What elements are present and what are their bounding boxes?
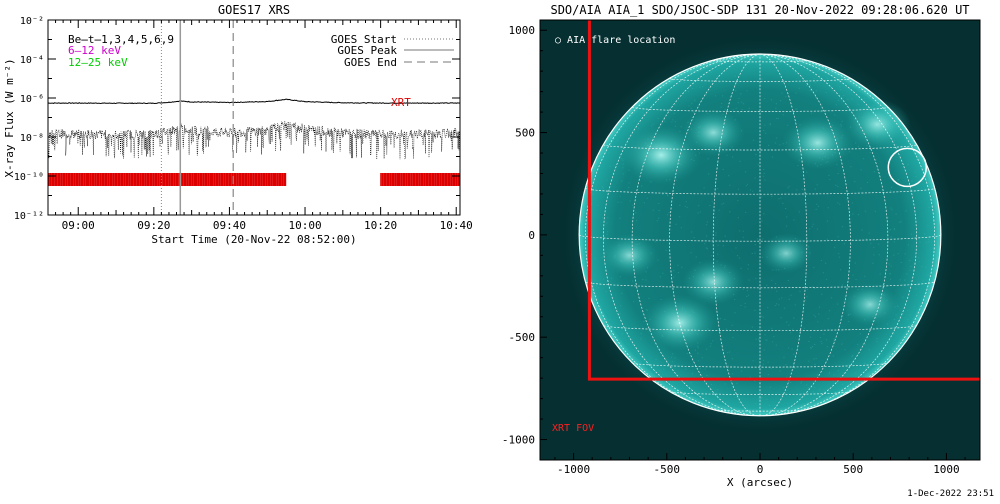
- xrt-coverage-1: [380, 173, 460, 186]
- aia-y-tick-label-1: -500: [509, 331, 536, 344]
- lc-x-tick-label-0: 09:00: [62, 219, 95, 232]
- heliographic-grid: [578, 53, 942, 417]
- lc-y-tick-label-5: 10⁻²: [20, 16, 44, 27]
- lc-x-tick-label-4: 10:20: [364, 219, 397, 232]
- lightcurve-title: GOES17 XRS: [218, 3, 290, 17]
- lightcurve-x-label: Start Time (20-Nov-22 08:52:00): [151, 233, 356, 246]
- xrt-fov-label: XRT FOV: [552, 423, 594, 434]
- aia-x-tick-label-4: 1000: [933, 463, 960, 476]
- flare-location-circle: [887, 147, 928, 188]
- aia-x-tick-label-0: -1000: [557, 463, 590, 476]
- active-region-5: [682, 258, 745, 306]
- aia-image-area: [540, 20, 980, 460]
- lightcurve-data-area: [48, 20, 460, 215]
- lc-y-tick-label-4: 10⁻⁴: [20, 55, 44, 66]
- goes-short-channel-line: [48, 120, 460, 160]
- aia-x-tick-label-2: 0: [757, 463, 764, 476]
- xrt-coverage-0: [48, 173, 287, 186]
- legend-12-25kev: 12–25 keV: [68, 56, 128, 69]
- lc-y-tick-label-3: 10⁻⁶: [20, 94, 44, 105]
- goes-marker-legend: GOES Start GOES Peak GOES End: [331, 33, 454, 69]
- lc-y-tick-label-1: 10⁻¹⁰: [14, 172, 44, 183]
- lc-x-tick-label-5: 10:40: [440, 219, 473, 232]
- xrt-fov-box: [587, 20, 980, 381]
- aia-title: SDO/AIA AIA_1 SDO/JSOC-SDP 131 20-Nov-20…: [550, 3, 969, 17]
- aia-frame: [539, 19, 981, 461]
- aia-y-tick-label-0: -1000: [502, 434, 535, 447]
- aia-y-tick-label-2: 0: [528, 229, 535, 242]
- goes-long-channel-line: [48, 98, 460, 105]
- lc-y-tick-label-0: 10⁻¹²: [14, 211, 44, 222]
- lc-x-tick-label-1: 09:20: [137, 219, 170, 232]
- xrt-label: XRT: [391, 96, 411, 109]
- aia-x-label: X (arcsec): [727, 476, 793, 489]
- aia-x-tick-label-3: 500: [843, 463, 863, 476]
- aia-flare-location-legend: ○ AIA flare location: [555, 35, 675, 46]
- legend-channels: Be̶t̶1,3,4,5,6,9: [68, 33, 174, 46]
- footer-timestamp: 1-Dec-2022 23:51: [907, 489, 994, 499]
- lc-x-tick-label-2: 09:40: [213, 219, 246, 232]
- active-region-8: [759, 233, 813, 274]
- active-region-2: [682, 109, 745, 156]
- legend-goes-peak: GOES Peak: [337, 44, 397, 57]
- lc-y-tick-label-2: 10⁻⁸: [20, 133, 44, 144]
- active-region-7: [841, 282, 899, 327]
- aia-y-tick-label-3: 500: [515, 127, 535, 140]
- active-region-0: [621, 125, 702, 186]
- active-region-1: [782, 116, 854, 170]
- legend-6-12kev: 6–12 keV: [68, 44, 121, 57]
- lightcurve-axes: 09:00 09:20 09:40 10:00 10:20 10:40 10⁻¹² 10⁻¹⁰…: [14, 16, 473, 232]
- aia-axes: -1000 -500 0 500 1000 -1000 -500 0 500 1000: [502, 24, 966, 476]
- lc-x-tick-label-3: 10:00: [288, 219, 321, 232]
- aia-x-tick-label-1: -500: [654, 463, 681, 476]
- aia-image-panel: SDO/AIA AIA_1 SDO/JSOC-SDP 131 20-Nov-20…: [502, 3, 981, 489]
- legend-goes-end: GOES End: [344, 56, 397, 69]
- legend-goes-start: GOES Start: [331, 33, 397, 46]
- channel-legend: Be̶t̶1,3,4,5,6,9 6–12 keV 12–25 keV: [68, 33, 174, 69]
- active-region-6: [600, 233, 659, 278]
- aia-y-tick-label-4: 1000: [509, 24, 536, 37]
- aia-solar-disk-layer: [557, 20, 980, 438]
- goes-lightcurve-panel: GOES17 XRS 09:00 09:20 09:40 10:00 10:20 10:4…: [3, 3, 473, 246]
- solar-limb: [578, 53, 942, 417]
- active-region-3: [844, 99, 911, 150]
- lightcurve-frame: [47, 19, 461, 216]
- lightcurve-y-label: X-ray Flux (W m⁻²): [3, 58, 16, 177]
